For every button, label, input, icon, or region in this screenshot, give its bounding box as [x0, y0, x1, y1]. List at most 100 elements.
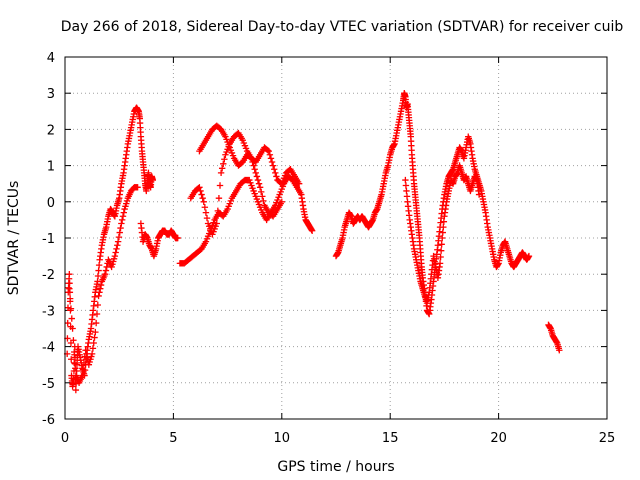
- data-point: [402, 176, 409, 184]
- data-point: [250, 162, 257, 169]
- data-point: [111, 252, 119, 260]
- data-point: [221, 156, 228, 163]
- data-point: [439, 234, 446, 242]
- data-point: [437, 253, 444, 261]
- y-tick-label: -1: [42, 232, 55, 247]
- data-point: [475, 191, 483, 198]
- data-point: [248, 155, 255, 162]
- data-point: [82, 347, 89, 354]
- data-point: [201, 204, 209, 211]
- data-point: [259, 193, 266, 200]
- data-point: [112, 249, 119, 256]
- data-point: [267, 155, 275, 162]
- data-point: [84, 354, 91, 361]
- chart-title: Day 266 of 2018, Sidereal Day-to-day VTE…: [61, 19, 624, 35]
- data-point: [66, 280, 73, 287]
- data-point: [64, 319, 71, 327]
- data-point: [68, 315, 75, 322]
- data-point: [308, 227, 316, 234]
- y-tick-label: 1: [47, 160, 55, 175]
- x-tick-label: 0: [61, 431, 69, 446]
- data-point: [117, 224, 124, 232]
- data-point: [120, 209, 128, 216]
- data-point: [403, 193, 411, 200]
- data-point: [266, 151, 274, 158]
- data-point: [402, 182, 410, 189]
- data-point: [252, 169, 259, 177]
- series-seg4b: [402, 162, 483, 307]
- x-tick-label: 5: [169, 431, 177, 446]
- data-point: [95, 267, 102, 274]
- data-point: [437, 247, 445, 254]
- data-point: [213, 220, 220, 227]
- data-point: [68, 356, 75, 363]
- data-point: [80, 359, 88, 367]
- data-point: [196, 184, 203, 191]
- data-point: [95, 261, 103, 269]
- y-tick-label: -3: [42, 304, 55, 319]
- data-point: [525, 252, 533, 260]
- data-point: [72, 386, 80, 394]
- data-point: [96, 289, 103, 296]
- data-point: [403, 187, 410, 195]
- data-point: [66, 271, 73, 278]
- data-point: [70, 337, 77, 344]
- data-point: [254, 176, 262, 184]
- data-point: [174, 234, 181, 242]
- data-point: [255, 180, 263, 187]
- data-point: [101, 271, 109, 278]
- x-tick-label: 15: [382, 431, 399, 446]
- series-seg1a: [63, 104, 157, 394]
- data-point: [216, 182, 224, 189]
- y-tick-label: 0: [47, 196, 55, 211]
- y-tick-label: -2: [42, 268, 55, 283]
- data-point: [94, 272, 102, 280]
- data-point: [218, 165, 226, 172]
- data-point: [436, 260, 444, 267]
- data-point: [556, 347, 563, 354]
- data-point: [92, 328, 99, 336]
- data-point: [202, 209, 210, 216]
- data-point: [93, 310, 101, 318]
- data-point: [79, 366, 87, 373]
- data-point: [440, 218, 448, 225]
- x-tick-label: 10: [274, 431, 291, 446]
- data-point: [258, 188, 265, 196]
- plot-frame: [64, 56, 608, 420]
- data-point: [215, 194, 223, 202]
- data-point: [273, 173, 280, 180]
- data-point: [214, 207, 222, 215]
- data-point: [94, 301, 101, 309]
- series-seg2: [137, 220, 181, 260]
- data-point: [90, 339, 97, 347]
- x-tick-label: 20: [490, 431, 507, 446]
- data-point: [115, 233, 123, 241]
- data-point: [79, 372, 86, 379]
- data-point: [97, 285, 104, 292]
- data-point: [89, 345, 97, 352]
- data-point: [269, 162, 277, 169]
- data-point: [116, 229, 123, 236]
- data-point: [438, 241, 445, 248]
- data-point: [149, 176, 157, 184]
- data-point: [71, 360, 79, 367]
- data-point: [118, 216, 126, 224]
- data-point: [295, 180, 303, 187]
- data-point: [440, 223, 447, 231]
- data-point: [271, 166, 278, 173]
- y-tick-label: -5: [42, 377, 55, 392]
- y-tick-label: -6: [42, 413, 55, 428]
- data-point: [260, 197, 267, 205]
- x-axis-label: GPS time / hours: [277, 459, 394, 475]
- data-point: [91, 334, 98, 341]
- data-point: [88, 350, 96, 358]
- data-point: [134, 184, 141, 191]
- data-point: [197, 187, 204, 195]
- tick-labels: 0 5 10 15 20 25 -6 -5 -4 -3 -2 -1 0 1 2 3 4: [42, 51, 615, 446]
- data-point: [256, 184, 264, 191]
- data-point: [251, 166, 258, 173]
- data-point: [66, 285, 73, 292]
- data-point: [83, 350, 90, 358]
- data-point: [119, 213, 127, 220]
- y-tick-label: -4: [42, 341, 55, 356]
